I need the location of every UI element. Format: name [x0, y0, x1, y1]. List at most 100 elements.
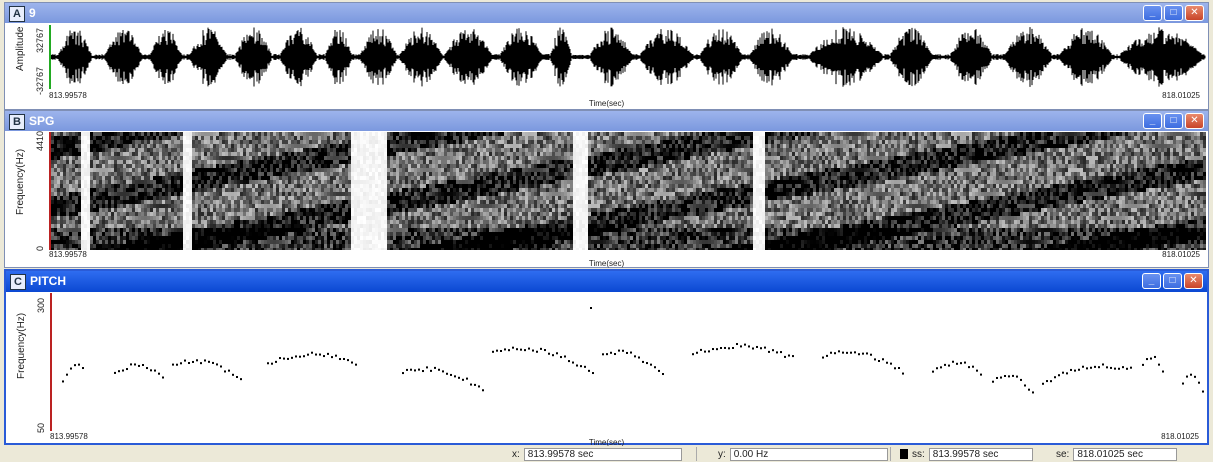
spectrogram-column — [504, 132, 507, 250]
pitch-point — [323, 355, 325, 358]
pitch-point — [556, 352, 558, 355]
waveform-trace — [51, 27, 1206, 87]
spectrogram-column — [648, 132, 651, 250]
time-end-label: 818.01025 — [1162, 250, 1200, 259]
pitch-point — [618, 349, 620, 352]
pitch-point — [1058, 374, 1060, 377]
spectrogram-column — [426, 132, 429, 250]
time-axis-label: Time(sec) — [588, 438, 625, 447]
spectrogram-column — [1200, 132, 1203, 250]
spectrogram-column — [1143, 132, 1146, 250]
spectrogram-column — [1050, 132, 1053, 250]
spectrogram-column — [399, 132, 402, 250]
selection-end-label: se: — [1056, 448, 1070, 460]
pitch-point — [478, 385, 480, 388]
spectrogram-column — [105, 132, 108, 250]
spectrogram-column — [942, 132, 945, 250]
pitch-point — [82, 367, 84, 370]
close-button[interactable]: ✕ — [1185, 5, 1204, 21]
spectrogram-column — [405, 132, 408, 250]
spectrogram-column — [1044, 132, 1047, 250]
pitch-point — [138, 364, 140, 367]
minimize-button[interactable]: _ — [1143, 113, 1162, 129]
pitch-point — [1008, 375, 1010, 378]
pitch-point — [339, 358, 341, 361]
spectrogram-column — [435, 132, 438, 250]
pitch-point — [122, 369, 124, 372]
spectrogram-column — [516, 132, 519, 250]
waveform-plot[interactable] — [49, 25, 1206, 89]
spectrogram-column — [438, 132, 441, 250]
maximize-button[interactable]: □ — [1164, 113, 1183, 129]
pitch-point — [588, 369, 590, 372]
spectrogram-column — [618, 132, 621, 250]
pitch-point — [622, 349, 624, 352]
spectrogram-column — [690, 132, 693, 250]
spectrogram-column — [948, 132, 951, 250]
pitch-point — [1130, 366, 1132, 369]
pitch-point — [1028, 388, 1030, 391]
spectrogram-column — [189, 132, 192, 250]
spectrogram-column — [360, 132, 363, 250]
pitch-point — [62, 380, 64, 383]
spectrogram-column — [159, 132, 162, 250]
spectrogram-column — [1137, 132, 1140, 250]
close-button[interactable]: ✕ — [1184, 273, 1203, 289]
pitch-point — [271, 362, 273, 365]
spectrogram-column — [420, 132, 423, 250]
pitch-point — [1162, 370, 1164, 373]
spectrogram-plot[interactable] — [49, 132, 1206, 250]
spectrogram-column — [885, 132, 888, 250]
pitch-point — [590, 307, 592, 309]
spectrogram-column — [1008, 132, 1011, 250]
pitch-point — [176, 363, 178, 366]
maximize-button[interactable]: □ — [1164, 5, 1183, 21]
spectrogram-column — [93, 132, 96, 250]
spectrogram-column — [1071, 132, 1074, 250]
pitch-point — [1074, 369, 1076, 372]
minimize-button[interactable]: _ — [1143, 5, 1162, 21]
pitch-plot[interactable] — [50, 293, 1204, 431]
pitch-point — [552, 354, 554, 357]
pitch-titlebar[interactable]: C PITCH _ □ ✕ — [6, 271, 1207, 292]
spectrogram-titlebar[interactable]: B SPG _ □ ✕ — [5, 111, 1208, 131]
spectrogram-column — [177, 132, 180, 250]
pitch-window[interactable]: C PITCH _ □ ✕ Frequency(Hz) 300 50 813.9… — [4, 269, 1209, 447]
spectrogram-column — [1038, 132, 1041, 250]
pitch-point — [862, 352, 864, 355]
pitch-point — [1004, 374, 1006, 377]
spectrogram-column — [864, 132, 867, 250]
spectrogram-column — [219, 132, 222, 250]
pitch-point — [772, 349, 774, 352]
spectrogram-column — [930, 132, 933, 250]
spectrogram-column — [762, 132, 765, 250]
pitch-point — [146, 367, 148, 370]
maximize-button[interactable]: □ — [1163, 273, 1182, 289]
close-button[interactable]: ✕ — [1185, 113, 1204, 129]
spectrogram-window[interactable]: B SPG _ □ ✕ Frequency(Hz) 4410 0 813.995… — [4, 110, 1209, 268]
spectrogram-column — [243, 132, 246, 250]
spectrogram-column — [645, 132, 648, 250]
spectrogram-column — [1053, 132, 1056, 250]
pitch-point — [343, 357, 345, 360]
spectrogram-column — [165, 132, 168, 250]
pitch-point — [291, 356, 293, 359]
pitch-point — [311, 351, 313, 354]
spectrogram-column — [201, 132, 204, 250]
spectrogram-column — [1017, 132, 1020, 250]
spectrogram-column — [522, 132, 525, 250]
spectrogram-column — [573, 132, 576, 250]
pitch-point — [992, 380, 994, 383]
pitch-point — [150, 369, 152, 372]
spectrogram-column — [801, 132, 804, 250]
waveform-window[interactable]: A 9 _ □ ✕ Amplitude 32767 -32767 813.995… — [4, 2, 1209, 110]
waveform-titlebar[interactable]: A 9 _ □ ✕ — [5, 3, 1208, 23]
cursor-x-value: 813.99578 sec — [523, 447, 682, 461]
spectrogram-column — [828, 132, 831, 250]
pitch-point — [732, 346, 734, 349]
pitch-point — [834, 352, 836, 355]
spectrogram-column — [789, 132, 792, 250]
spectrogram-column — [1107, 132, 1110, 250]
minimize-button[interactable]: _ — [1142, 273, 1161, 289]
pitch-point — [208, 360, 210, 363]
